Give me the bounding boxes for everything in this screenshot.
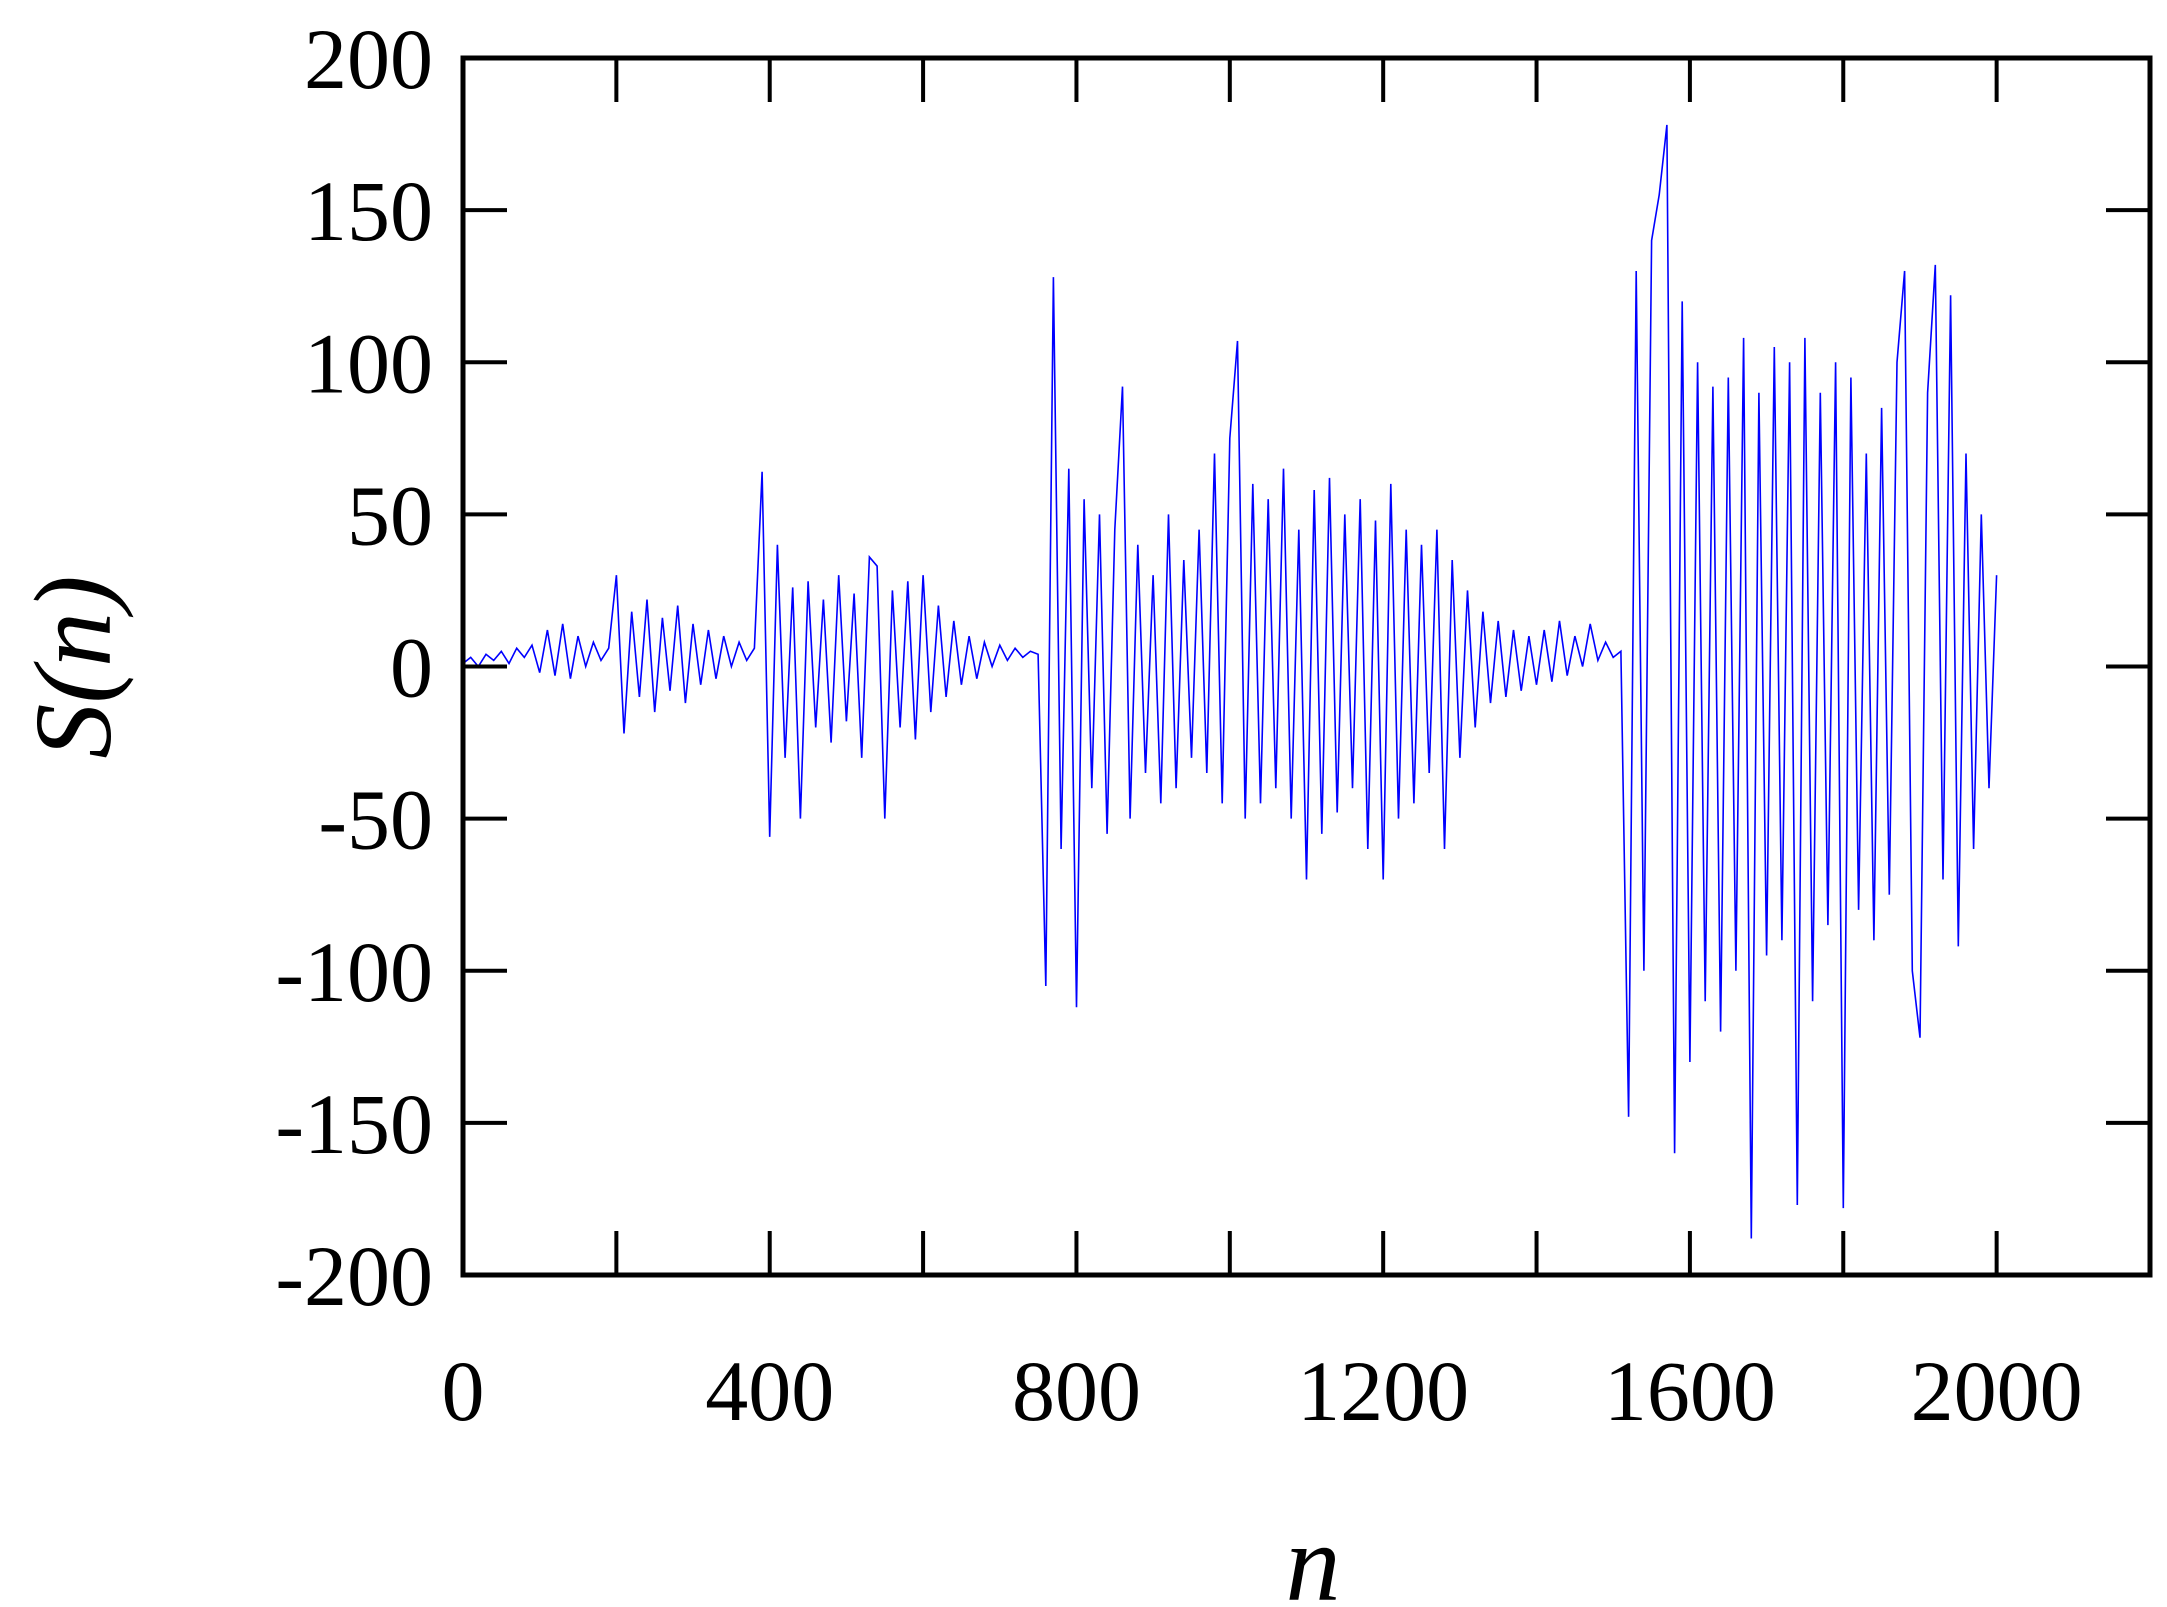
plot-frame bbox=[460, 55, 2153, 1278]
x-tick-label: 1200 bbox=[1297, 1343, 1469, 1439]
y-tick-label: -50 bbox=[318, 772, 433, 868]
y-tick-label: 150 bbox=[304, 163, 433, 259]
y-tick-label: -100 bbox=[275, 924, 433, 1020]
y-tick-label: 0 bbox=[390, 620, 433, 716]
y-tick-label: 200 bbox=[304, 11, 433, 107]
y-tick-label: 100 bbox=[304, 315, 433, 411]
x-tick-label: 800 bbox=[1012, 1343, 1141, 1439]
y-tick-label: -150 bbox=[275, 1076, 433, 1172]
x-tick-label: 400 bbox=[705, 1343, 834, 1439]
data-line bbox=[462, 124, 1998, 1239]
x-tick-label: 0 bbox=[442, 1343, 485, 1439]
y-axis-label: S(n) bbox=[12, 575, 134, 758]
y-tick-label: 50 bbox=[347, 467, 433, 563]
x-tick-label: 1600 bbox=[1604, 1343, 1776, 1439]
x-axis-label: n bbox=[1286, 1502, 1341, 1607]
y-tick-label: -200 bbox=[275, 1228, 433, 1324]
x-tick-label: 2000 bbox=[1911, 1343, 2083, 1439]
